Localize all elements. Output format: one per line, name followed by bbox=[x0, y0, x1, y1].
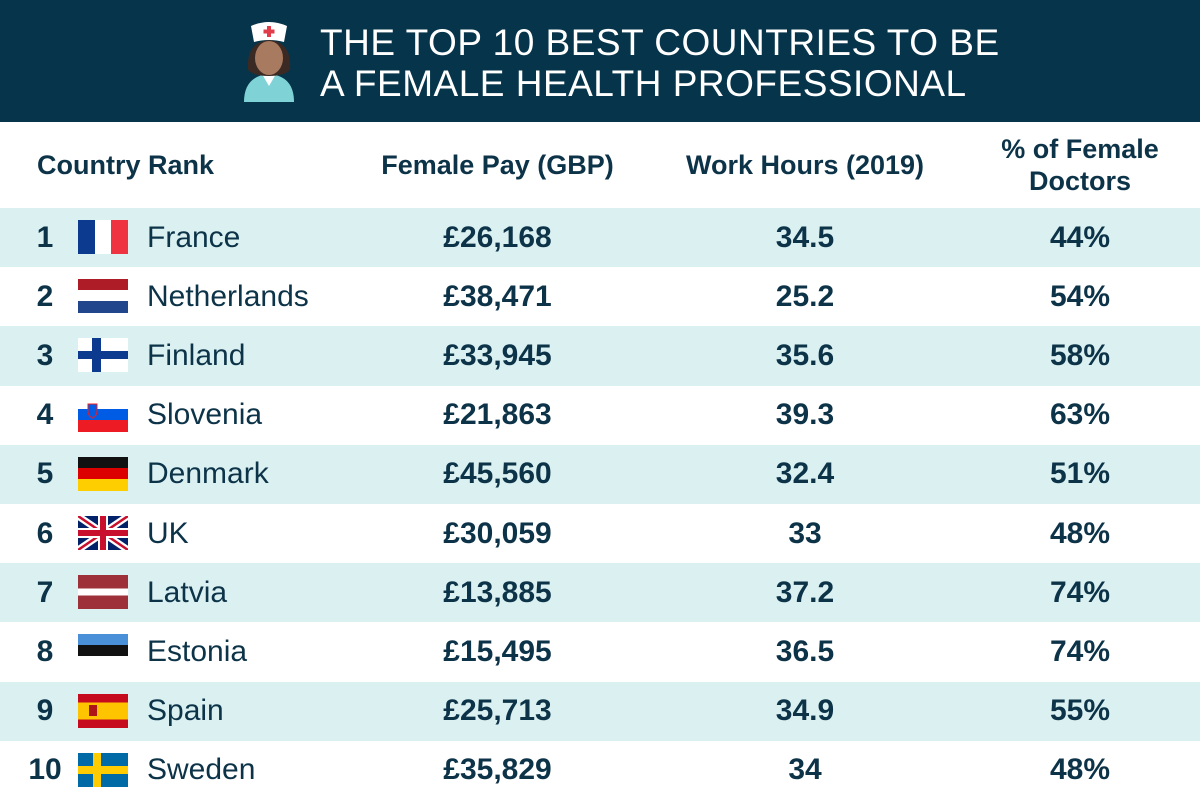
table-row: 10 Sweden £35,829 34 48% bbox=[0, 741, 1200, 800]
female-doctors: 48% bbox=[1049, 516, 1111, 550]
country: Denmark bbox=[147, 457, 269, 491]
rank: 3 bbox=[36, 338, 54, 372]
female-pay: £45,560 bbox=[443, 457, 552, 491]
female-doctors: 74% bbox=[1049, 634, 1111, 668]
flag bbox=[78, 338, 128, 373]
table-row: 6 UK £30,059 33 48% bbox=[0, 504, 1200, 563]
female-pay: £33,945 bbox=[443, 338, 552, 372]
work-hours: 33 bbox=[788, 516, 822, 550]
title-line: A FEMALE HEALTH PROFESSIONAL bbox=[320, 63, 967, 104]
flag bbox=[78, 220, 128, 254]
flag bbox=[78, 456, 128, 491]
nurse-icon bbox=[244, 22, 294, 102]
table-row: 3 Finland £33,945 35.6 58% bbox=[0, 326, 1200, 386]
female-pay: £38,471 bbox=[443, 279, 552, 313]
header: THE TOP 10 BEST COUNTRIES TO BE A FEMALE… bbox=[0, 0, 1200, 122]
flag bbox=[78, 575, 128, 610]
work-hours: 34.5 bbox=[775, 220, 835, 254]
rank: 7 bbox=[36, 575, 54, 609]
female-pay: £21,863 bbox=[443, 398, 552, 432]
country: Slovenia bbox=[147, 398, 263, 432]
table-row: 8 Estonia £15,495 36.5 74% bbox=[0, 622, 1200, 681]
female-doctors: 58% bbox=[1049, 338, 1111, 372]
flag bbox=[78, 397, 128, 432]
work-hours: 25.2 bbox=[775, 279, 835, 313]
flag bbox=[78, 752, 128, 787]
rank: 4 bbox=[36, 398, 54, 432]
female-doctors: 51% bbox=[1049, 457, 1111, 491]
female-pay: £13,885 bbox=[443, 575, 552, 609]
work-hours: 32.4 bbox=[775, 457, 835, 491]
country: Spain bbox=[147, 694, 224, 728]
table-row: 7 Latvia £13,885 37.2 74% bbox=[0, 563, 1200, 623]
female-pay: £30,059 bbox=[443, 516, 552, 550]
table-row: 9 Spain £25,713 34.9 55% bbox=[0, 681, 1200, 741]
female-doctors: 74% bbox=[1049, 575, 1111, 609]
column-header: Country Rank bbox=[37, 149, 215, 180]
rank: 6 bbox=[36, 516, 54, 550]
female-pay: £35,829 bbox=[443, 753, 552, 787]
rank: 2 bbox=[36, 279, 54, 313]
rank: 9 bbox=[36, 694, 54, 728]
title-line: THE TOP 10 BEST COUNTRIES TO BE bbox=[320, 22, 1000, 63]
country: Finland bbox=[147, 338, 246, 372]
flag bbox=[78, 516, 128, 550]
column-header: Female Pay (GBP) bbox=[381, 149, 614, 180]
table-row: 4 Slovenia £21,863 39.3 63% bbox=[0, 386, 1200, 445]
work-hours: 37.2 bbox=[775, 575, 835, 609]
female-doctors: 63% bbox=[1049, 398, 1111, 432]
work-hours: 34 bbox=[788, 753, 822, 787]
female-pay: £15,495 bbox=[443, 634, 552, 668]
rank: 8 bbox=[36, 634, 54, 668]
work-hours: 36.5 bbox=[775, 634, 835, 668]
female-pay: £26,168 bbox=[443, 220, 552, 254]
country: France bbox=[147, 220, 241, 254]
female-pay: £25,713 bbox=[443, 694, 552, 728]
flag bbox=[78, 693, 128, 728]
female-doctors: 55% bbox=[1049, 694, 1111, 728]
country: Estonia bbox=[147, 634, 248, 668]
flag bbox=[78, 634, 128, 669]
rank: 10 bbox=[28, 753, 62, 787]
rank: 5 bbox=[36, 457, 54, 491]
table-row: 2 Netherlands £38,471 25.2 54% bbox=[0, 267, 1200, 326]
table-row: 5 Denmark £45,560 32.4 51% bbox=[0, 444, 1200, 504]
female-doctors: 44% bbox=[1049, 220, 1111, 254]
work-hours: 39.3 bbox=[775, 398, 835, 432]
female-doctors: 48% bbox=[1049, 753, 1111, 787]
column-header: % of Female Doctors bbox=[1001, 134, 1159, 196]
rank: 1 bbox=[36, 220, 54, 254]
work-hours: 35.6 bbox=[775, 338, 835, 372]
country: UK bbox=[147, 516, 189, 550]
country: Latvia bbox=[147, 575, 228, 609]
female-doctors: 54% bbox=[1049, 279, 1111, 313]
country: Sweden bbox=[147, 753, 256, 787]
work-hours: 34.9 bbox=[775, 694, 835, 728]
flag bbox=[78, 279, 128, 314]
country: Netherlands bbox=[147, 279, 309, 313]
table-row: 1 France £26,168 34.5 44% bbox=[0, 208, 1200, 268]
column-header: Work Hours (2019) bbox=[685, 149, 925, 180]
